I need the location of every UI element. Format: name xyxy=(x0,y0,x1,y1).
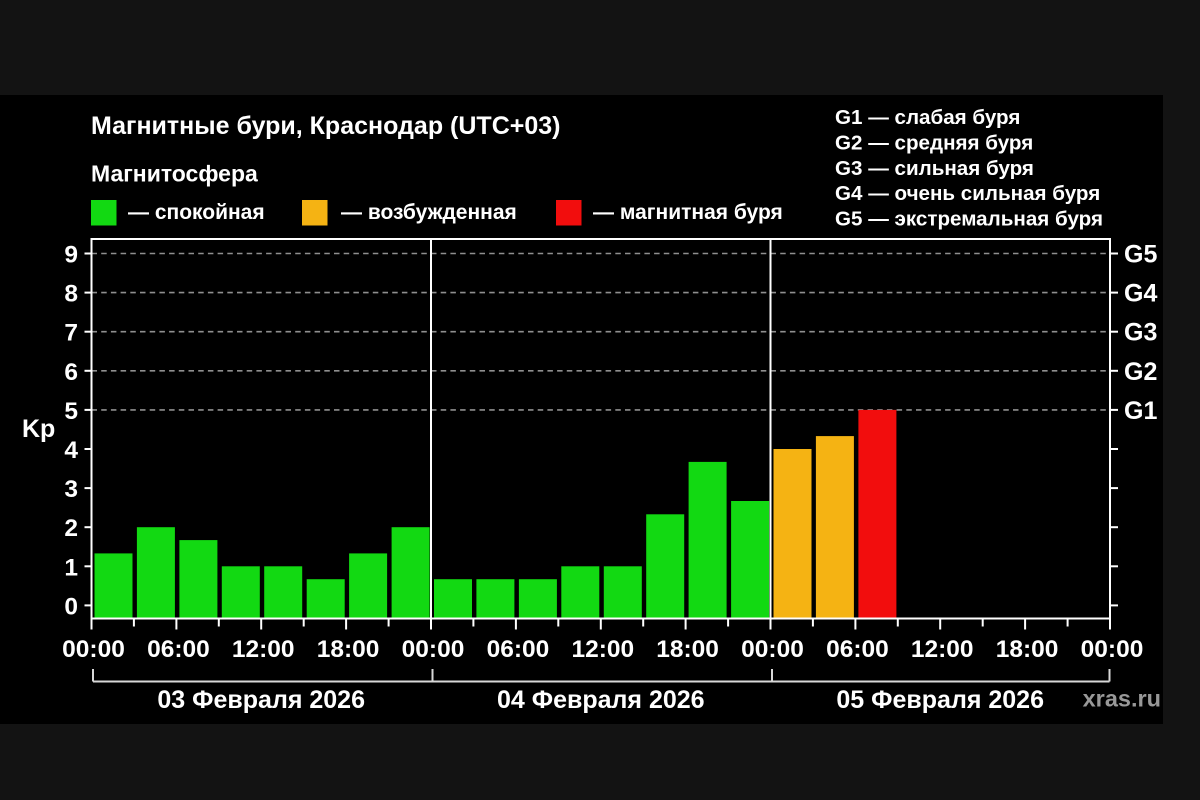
svg-text:00:00: 00:00 xyxy=(1081,636,1144,663)
svg-text:1: 1 xyxy=(64,554,78,581)
svg-text:G3 — сильная буря: G3 — сильная буря xyxy=(835,157,1034,180)
svg-text:4: 4 xyxy=(64,437,78,464)
svg-text:04 Февраля 2026: 04 Февраля 2026 xyxy=(497,686,705,714)
svg-text:G2: G2 xyxy=(1124,358,1157,386)
svg-text:G1: G1 xyxy=(1124,397,1157,425)
svg-text:2: 2 xyxy=(64,515,78,542)
svg-text:6: 6 xyxy=(64,359,78,386)
svg-text:18:00: 18:00 xyxy=(656,636,719,663)
svg-text:xras.ru: xras.ru xyxy=(1083,686,1161,712)
svg-text:06:00: 06:00 xyxy=(487,636,550,663)
svg-text:— спокойная: — спокойная xyxy=(128,201,265,224)
svg-text:G5: G5 xyxy=(1124,241,1157,269)
svg-text:G2 — средняя буря: G2 — средняя буря xyxy=(835,131,1033,154)
svg-text:G3: G3 xyxy=(1124,319,1157,347)
svg-text:12:00: 12:00 xyxy=(571,636,634,663)
svg-text:05 Февраля 2026: 05 Февраля 2026 xyxy=(836,686,1044,714)
svg-text:Магнитосфера: Магнитосфера xyxy=(91,161,258,187)
svg-text:12:00: 12:00 xyxy=(232,636,295,663)
svg-text:06:00: 06:00 xyxy=(147,636,210,663)
svg-text:Магнитные бури, Краснодар (UTC: Магнитные бури, Краснодар (UTC+03) xyxy=(91,112,560,140)
svg-text:12:00: 12:00 xyxy=(911,636,974,663)
svg-text:18:00: 18:00 xyxy=(996,636,1059,663)
svg-text:7: 7 xyxy=(64,320,78,347)
svg-text:Kp: Kp xyxy=(22,415,55,443)
svg-text:G5 — экстремальная буря: G5 — экстремальная буря xyxy=(835,208,1103,231)
svg-text:00:00: 00:00 xyxy=(741,636,804,663)
svg-text:G1 — слабая буря: G1 — слабая буря xyxy=(835,106,1020,129)
svg-text:9: 9 xyxy=(64,242,78,269)
svg-text:— магнитная буря: — магнитная буря xyxy=(593,201,783,224)
svg-text:00:00: 00:00 xyxy=(402,636,465,663)
svg-text:8: 8 xyxy=(64,281,78,308)
svg-text:G4: G4 xyxy=(1124,280,1157,308)
svg-text:03 Февраля 2026: 03 Февраля 2026 xyxy=(157,686,365,714)
svg-text:00:00: 00:00 xyxy=(62,636,125,663)
svg-text:06:00: 06:00 xyxy=(826,636,889,663)
svg-text:G4 — очень сильная буря: G4 — очень сильная буря xyxy=(835,182,1100,205)
svg-text:— возбужденная: — возбужденная xyxy=(341,201,517,224)
svg-text:5: 5 xyxy=(64,398,78,425)
svg-text:18:00: 18:00 xyxy=(317,636,380,663)
svg-text:0: 0 xyxy=(64,593,78,620)
svg-text:3: 3 xyxy=(64,476,78,503)
